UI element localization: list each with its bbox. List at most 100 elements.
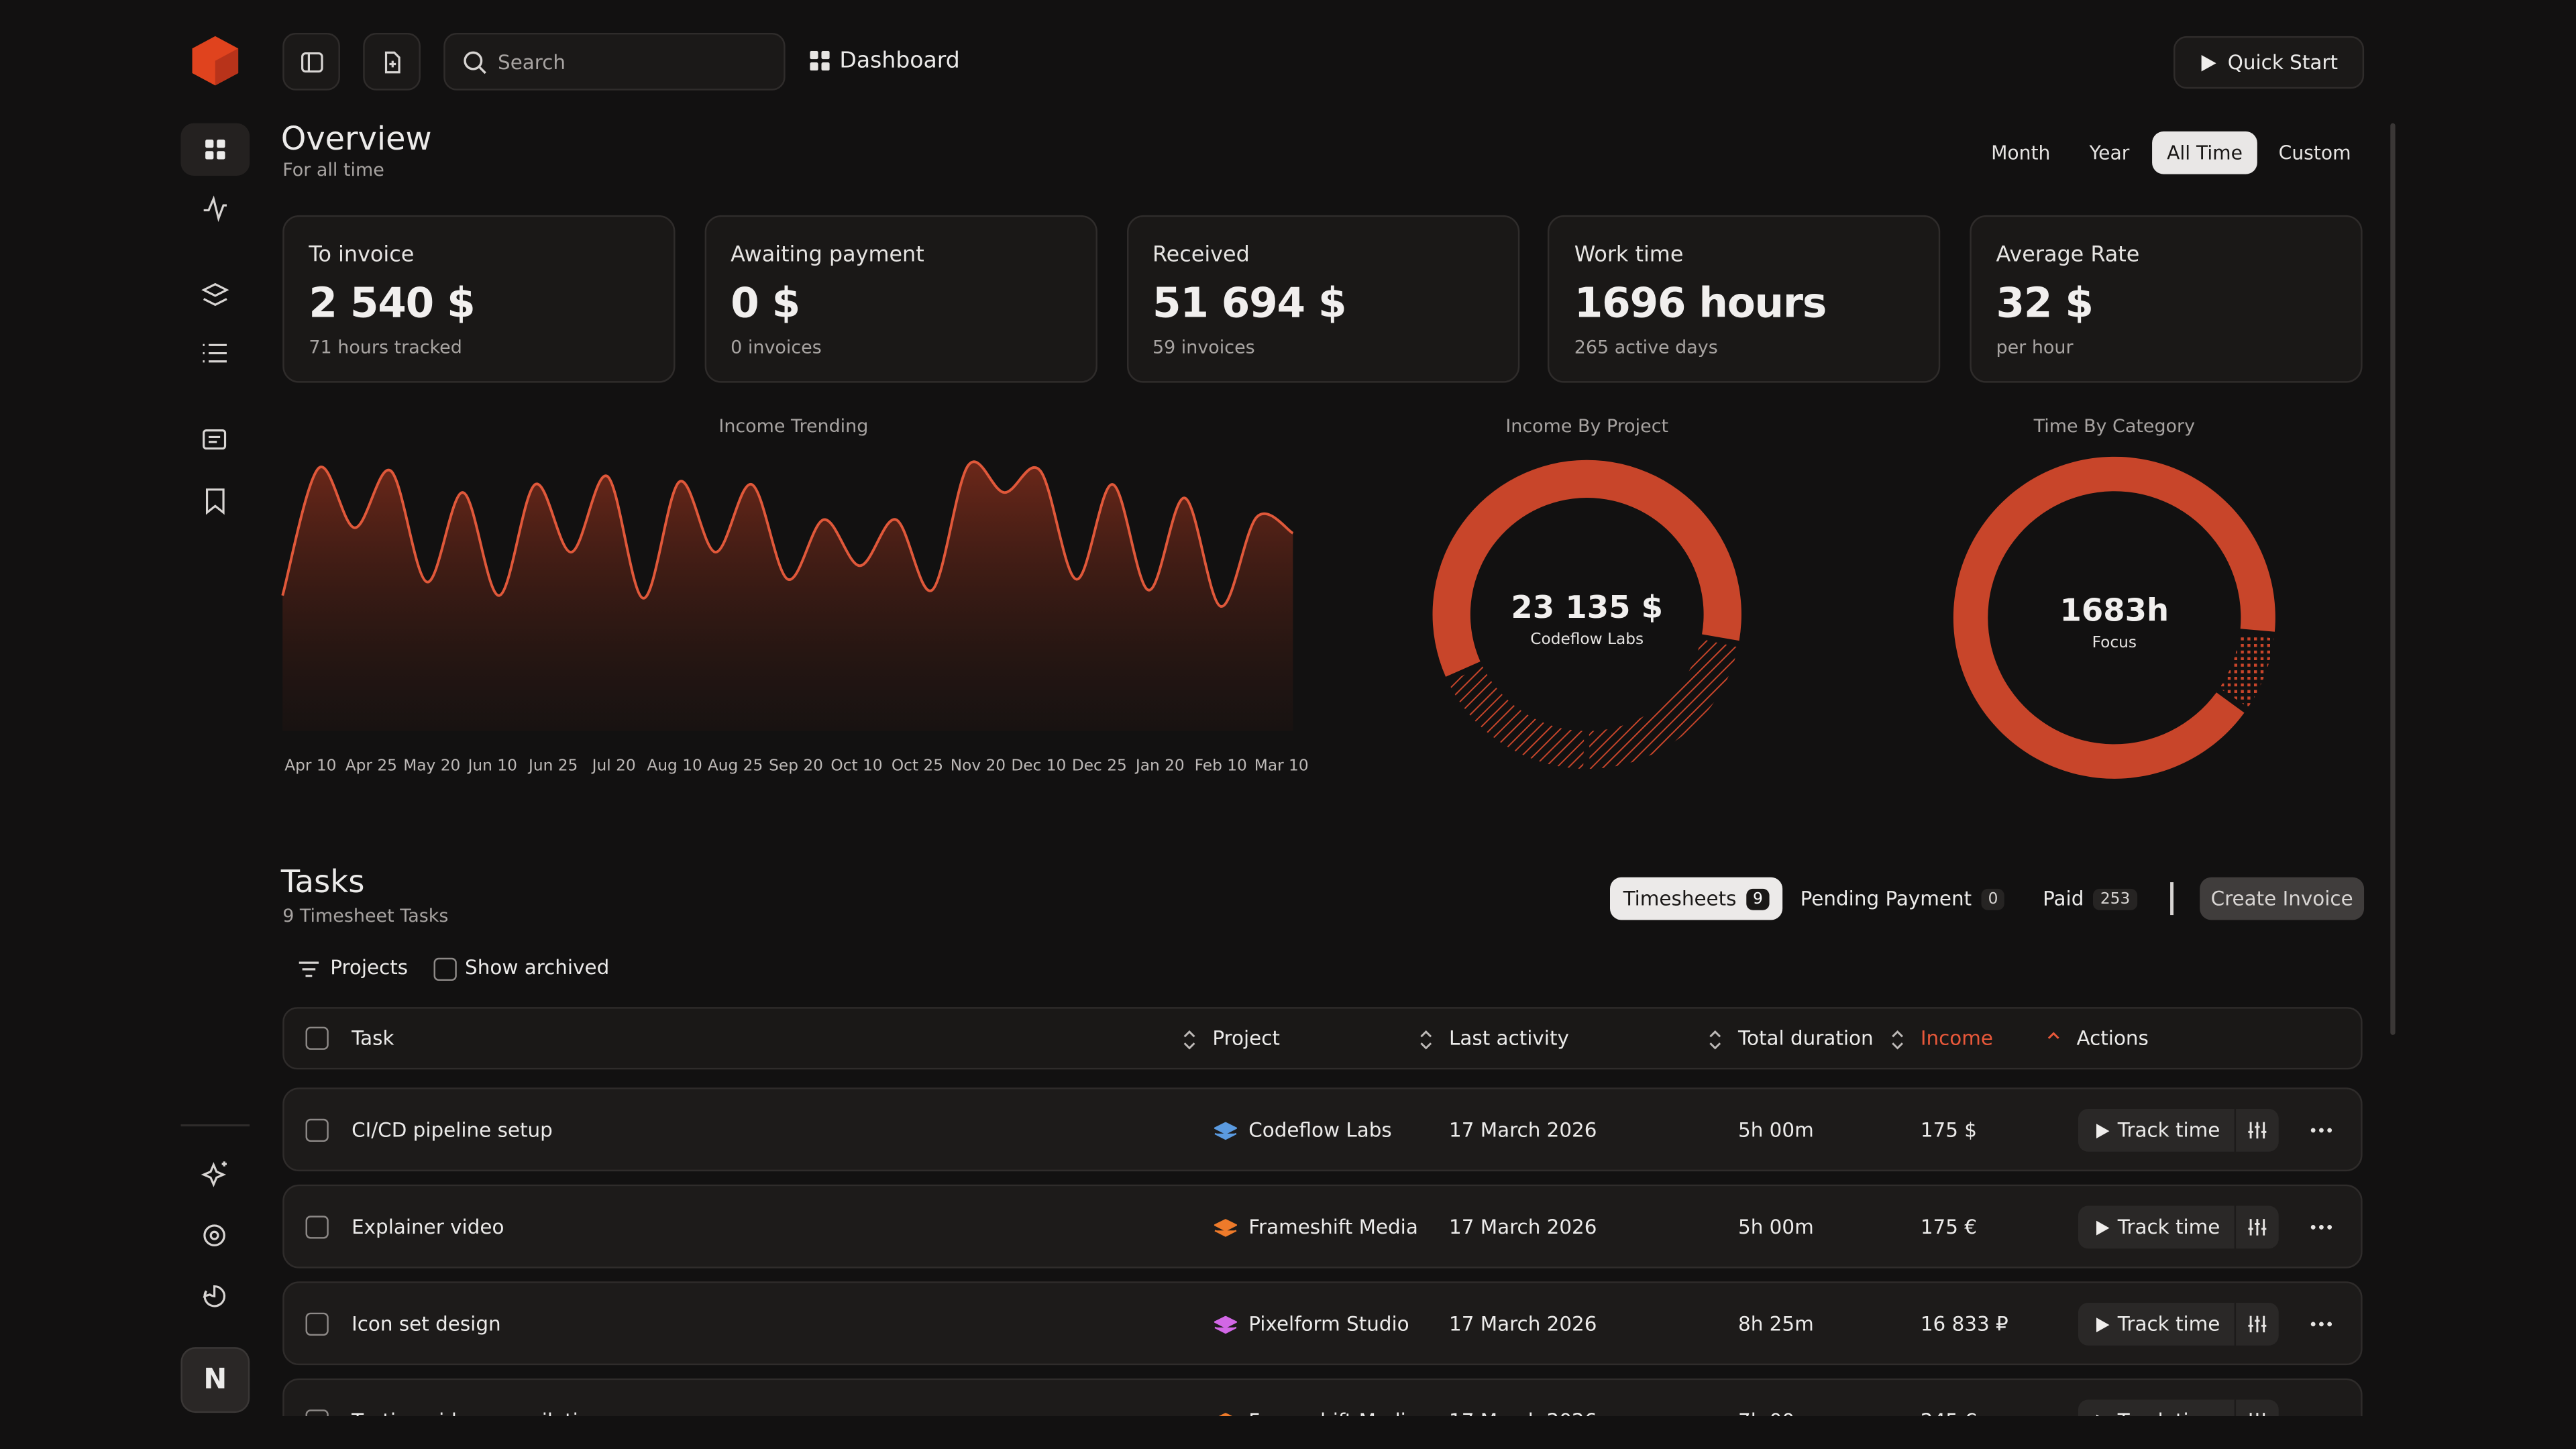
sort-arrows bbox=[1183, 1030, 1195, 1050]
task-name: CI/CD pipeline setup bbox=[352, 1118, 553, 1141]
sidebar-icons bbox=[180, 140, 250, 1307]
scrollbar bbox=[2390, 123, 2396, 1035]
play-icon bbox=[2096, 1318, 2110, 1333]
adjust-icon bbox=[2248, 1316, 2267, 1333]
adjust-icon bbox=[2248, 1219, 2267, 1236]
tab-count: 253 bbox=[2094, 888, 2137, 910]
more-icon[interactable] bbox=[2310, 1127, 2332, 1134]
search[interactable]: Search bbox=[443, 32, 786, 91]
adjust-icon bbox=[2248, 1122, 2267, 1139]
duration: 5h 00m bbox=[1738, 1118, 1814, 1141]
stat-label: To invoice bbox=[309, 243, 415, 268]
tasks-subtitle: 9 Timesheet Tasks bbox=[282, 905, 449, 927]
adjust-shape bbox=[2248, 1316, 2267, 1333]
stat-value: 51 694 $ bbox=[1152, 279, 1347, 327]
sort-icon bbox=[1709, 1030, 1721, 1050]
track-time[interactable]: Track time bbox=[2078, 1399, 2235, 1417]
task-row: Explainer video Frameshift Media 17 March … bbox=[282, 1184, 2363, 1269]
x-tick-label: Apr 10 bbox=[284, 757, 336, 775]
project-icon bbox=[1214, 1122, 1238, 1140]
sort-arrows bbox=[1892, 1030, 1903, 1050]
adjust-button[interactable] bbox=[2236, 1109, 2279, 1152]
adjust-button[interactable] bbox=[2236, 1303, 2279, 1346]
tab[interactable]: Pending Payment 0 bbox=[1797, 877, 2007, 920]
tasks-title: Tasks bbox=[280, 864, 365, 901]
donut-segment bbox=[1589, 639, 1738, 769]
filter-projects[interactable]: Projects bbox=[330, 956, 409, 979]
project-name: Pixelform Studio bbox=[1248, 1311, 1409, 1335]
row-checkbox[interactable] bbox=[305, 1118, 329, 1142]
stat-note: per hour bbox=[1996, 337, 2074, 358]
range-button[interactable]: Month bbox=[1991, 141, 2051, 164]
quick-start[interactable]: Quick Start bbox=[2174, 36, 2365, 89]
range-button[interactable]: All Time bbox=[2152, 131, 2257, 174]
stat-card: To invoice 2 540 $ 71 hours tracked bbox=[282, 215, 676, 383]
dot bbox=[2310, 1128, 2316, 1133]
avatar[interactable]: N bbox=[180, 1347, 250, 1413]
row-checkbox[interactable] bbox=[305, 1409, 329, 1417]
sidebar-toggle[interactable] bbox=[282, 32, 340, 91]
track-time[interactable]: Track time bbox=[2078, 1303, 2235, 1346]
stat-label: Average Rate bbox=[1996, 243, 2140, 268]
adjust-button[interactable] bbox=[2236, 1399, 2279, 1417]
play-shape bbox=[2096, 1124, 2110, 1139]
donut-center-label: Codeflow Labs bbox=[1530, 630, 1644, 648]
income: 245 € bbox=[1921, 1409, 1977, 1416]
sort-arrows bbox=[1709, 1030, 1721, 1050]
task-row: CI/CD pipeline setup Codeflow Labs 17 Marc… bbox=[282, 1087, 2363, 1172]
tab[interactable]: Timesheets 9 bbox=[1610, 877, 1783, 920]
stat-label: Received bbox=[1152, 243, 1250, 268]
tab[interactable]: Paid 253 bbox=[2035, 877, 2144, 920]
filter-icon bbox=[299, 961, 319, 977]
show-archived: Show archived bbox=[465, 956, 610, 979]
more-icon[interactable] bbox=[2310, 1224, 2332, 1230]
stat-value: 2 540 $ bbox=[309, 279, 475, 327]
tab-label: Paid bbox=[2043, 887, 2084, 910]
new-file[interactable] bbox=[363, 32, 421, 91]
adjust-shape bbox=[2248, 1122, 2267, 1139]
overview-subtitle: For all time bbox=[282, 159, 384, 181]
sort-icon bbox=[1183, 1030, 1195, 1050]
dot bbox=[2310, 1322, 2316, 1327]
track-time-label: Track time bbox=[2118, 1409, 2220, 1416]
dashboard-icon bbox=[810, 50, 830, 71]
quick-start-label: Quick Start bbox=[2227, 50, 2338, 74]
column-header: Income bbox=[1920, 1026, 1993, 1050]
sort-arrows bbox=[1420, 1030, 1432, 1050]
column-header: Task bbox=[352, 1026, 394, 1050]
row-checkbox[interactable] bbox=[305, 1312, 329, 1336]
dot bbox=[2310, 1224, 2316, 1230]
adjust-button[interactable] bbox=[2236, 1205, 2279, 1249]
stat-note: 71 hours tracked bbox=[309, 337, 462, 358]
track-time-label: Track time bbox=[2117, 1118, 2220, 1142]
x-tick-label: Dec 25 bbox=[1072, 757, 1127, 775]
donut-center-value: 23 135 $ bbox=[1511, 589, 1663, 625]
create-invoice[interactable]: Create Invoice bbox=[2200, 877, 2365, 920]
duration: 5h 00m bbox=[1738, 1215, 1814, 1238]
archived-checkbox[interactable] bbox=[433, 957, 457, 981]
tab-label: Pending Payment bbox=[1800, 887, 1972, 910]
range-button[interactable]: Year bbox=[2089, 141, 2130, 164]
stat-card: Received 51 694 $ 59 invoices bbox=[1126, 215, 1519, 383]
duration: 7h 00m bbox=[1738, 1409, 1814, 1416]
row-checkbox[interactable] bbox=[305, 1216, 329, 1239]
stat-value: 1696 hours bbox=[1574, 279, 1827, 327]
stat-label: Awaiting payment bbox=[731, 243, 924, 268]
x-tick-label: Sep 20 bbox=[769, 757, 823, 775]
more-icon[interactable] bbox=[2310, 1321, 2332, 1328]
nav-active[interactable] bbox=[180, 123, 250, 176]
sort-icon bbox=[2047, 1032, 2059, 1039]
track-time[interactable]: Track time bbox=[2078, 1109, 2235, 1152]
project-name: Frameshift Media bbox=[1248, 1409, 1418, 1416]
stat-note: 59 invoices bbox=[1152, 337, 1255, 358]
track-time[interactable]: Track time bbox=[2078, 1205, 2235, 1249]
stat-card: Work time 1696 hours 265 active days bbox=[1548, 215, 1941, 383]
select-all[interactable] bbox=[305, 1026, 329, 1050]
x-tick-label: May 20 bbox=[403, 757, 460, 775]
project-icon-shape bbox=[1214, 1219, 1238, 1237]
chart-title: Time By Category bbox=[2033, 416, 2195, 437]
project-icon bbox=[1214, 1219, 1238, 1237]
x-tick-label: Mar 10 bbox=[1254, 757, 1309, 775]
donut-center-label: Focus bbox=[2092, 633, 2137, 651]
range-button[interactable]: Custom bbox=[2278, 141, 2351, 164]
